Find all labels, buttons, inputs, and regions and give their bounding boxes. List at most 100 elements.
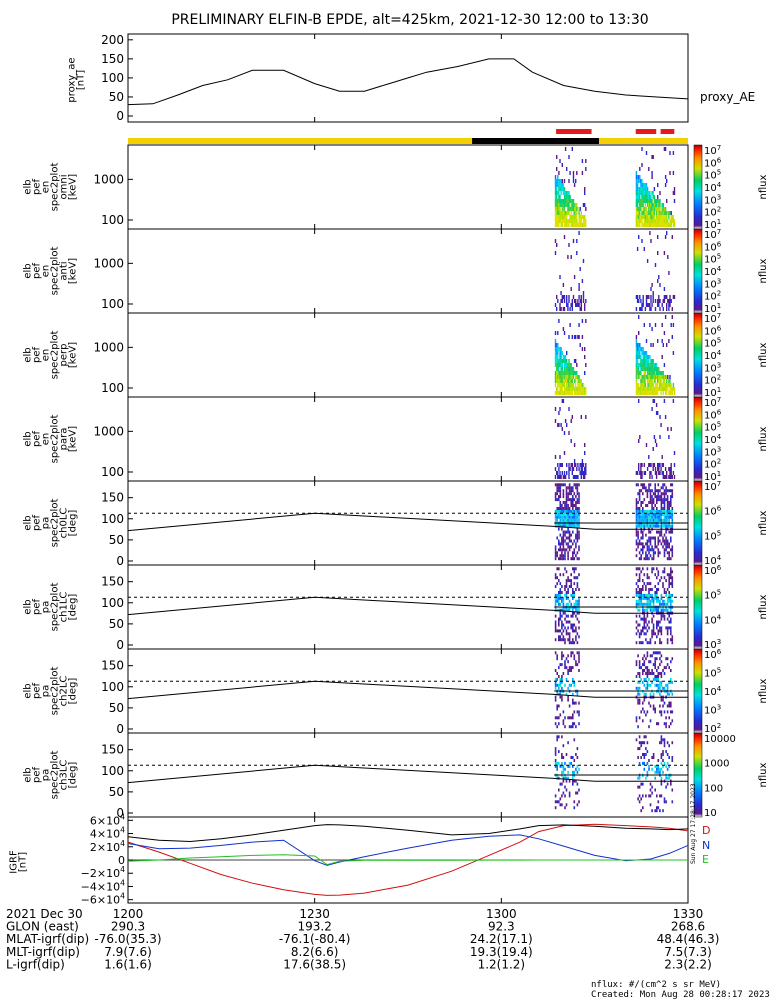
spectrogram-pixel [584,203,586,207]
pitch-angle-pixel [561,557,563,561]
spec_para-ylabel-word: para [59,428,70,451]
spectrogram-pixel [658,375,660,379]
pitch-angle-pixel [558,596,560,600]
spectrogram-pixel [563,371,566,375]
pitch-angle-pixel [637,797,639,801]
spectrogram-pixel [569,323,571,327]
pitch-angle-pixel [671,579,674,583]
spectrogram-pixel [556,371,558,375]
pitch-angle-pixel [646,596,649,600]
spectrogram-pixel [575,223,577,227]
spectrogram-pixel [563,223,566,227]
pitch-angle-pixel [654,660,656,664]
spectrogram-pixel [650,223,652,227]
pa_ch3-colorbar-tick-label: 10 [704,808,717,819]
spectrogram-pixel [570,199,572,203]
pitch-angle-pixel [561,548,563,552]
pitch-angle-pixel [561,638,563,642]
pitch-angle-pixel [559,545,562,549]
spectrogram-pixel [558,203,560,207]
pitch-angle-pixel [576,498,579,502]
spectrogram-pixel [582,259,585,263]
spectrogram-pixel [561,163,563,167]
pitch-angle-pixel [646,593,649,597]
spectrogram-pixel [669,171,671,175]
spectrogram-pixel [645,299,648,303]
pitch-angle-pixel [575,524,577,528]
pitch-angle-pixel [662,486,664,490]
spectrogram-pixel [661,339,663,343]
igrf-y-tick-label-exp: 4 [120,839,125,848]
spectrogram-pixel [636,183,639,187]
spectrogram-pixel [570,367,572,371]
pitch-angle-pixel [578,507,580,510]
pitch-angle-pixel [649,638,652,642]
spectrogram-pixel [558,211,560,215]
spectrogram-pixel [648,391,650,395]
spectrogram-pixel [561,463,563,467]
pitch-angle-pixel [572,677,574,681]
pitch-angle-pixel [656,806,658,810]
spectrogram-pixel [650,367,652,371]
spectrogram-pixel [575,207,577,211]
pitch-angle-pixel [646,548,649,552]
spectrogram-pixel [582,223,585,227]
pitch-angle-pixel [640,809,642,813]
pitch-angle-pixel [564,638,566,642]
pitch-angle-pixel [670,701,672,705]
pa_ch2-y-tick-label: 0 [116,722,124,736]
pitch-angle-pixel [648,599,650,603]
pitch-angle-pixel [576,585,579,588]
pitch-angle-pixel [668,545,670,549]
spectrogram-pixel [578,303,580,307]
pitch-angle-pixel [554,492,557,496]
spectrogram-pixel [567,203,569,207]
pitch-angle-pixel [559,512,562,516]
pitch-angle-pixel [558,686,560,690]
pitch-angle-pixel [576,663,579,667]
pitch-angle-pixel [561,651,563,655]
pitch-angle-pixel [558,567,560,571]
spectrogram-pixel [554,199,557,203]
spec_omni-colorbar-tick-label-base: 10 [704,146,717,157]
pitch-angle-pixel [573,524,576,528]
spectrogram-pixel [658,219,660,223]
spec_omni-colorbar-tick-label: 102 [704,206,721,219]
spectrogram-pixel [636,219,639,223]
pitch-angle-pixel [559,782,562,786]
pitch-angle-pixel [573,539,576,543]
spectrogram-pixel [655,207,658,211]
pitch-angle-pixel [663,518,666,522]
pitch-angle-pixel [554,759,557,762]
pitch-angle-pixel [558,579,560,583]
pitch-angle-pixel [662,750,664,754]
spectrogram-pixel [640,463,642,467]
pitch-angle-pixel [663,498,666,502]
pitch-angle-pixel [570,623,572,627]
spectrogram-pixel [573,299,576,303]
spectrogram-pixel [566,211,568,215]
pitch-angle-pixel [652,518,655,522]
spectrogram-pixel [558,363,560,367]
spectrogram-pixel [581,279,584,283]
pitch-angle-pixel [662,545,664,549]
spectrogram-pixel [653,391,656,395]
spectrogram-pixel [572,211,575,215]
pitch-angle-pixel [671,719,674,723]
pitch-angle-pixel [576,710,579,714]
pitch-angle-pixel [642,507,644,510]
spectrogram-pixel [575,219,577,223]
spectrogram-pixel [560,355,562,359]
pitch-angle-pixel [663,741,666,745]
spectrogram-pixel [666,211,668,215]
pitch-angle-pixel [640,666,642,670]
pitch-angle-pixel [654,675,656,678]
pitch-angle-pixel [642,657,644,661]
spectrogram-pixel [650,211,652,215]
spectrogram-pixel [559,379,561,383]
spectrogram-pixel [582,391,585,395]
pitch-angle-pixel [578,701,580,705]
spec_para-colorbar-tick-label-base: 10 [704,423,717,434]
pitch-angle-pixel [558,750,560,754]
pa_ch1-colorbar-tick-label: 106 [704,564,722,577]
